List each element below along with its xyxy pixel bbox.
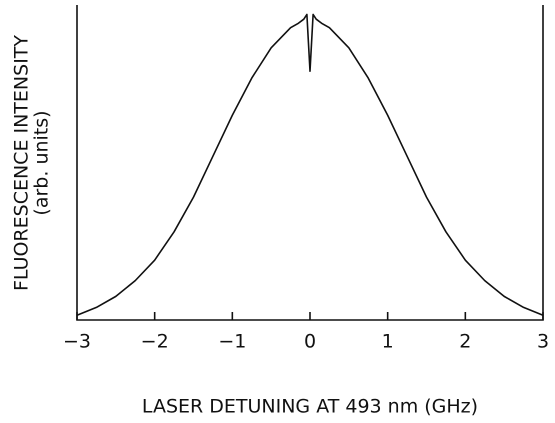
x-tick-label: 1 xyxy=(382,331,394,353)
x-tick-label: −3 xyxy=(63,331,91,353)
line xyxy=(76,13,544,317)
x-axis-label: LASER DETUNING AT 493 nm (GHz) xyxy=(142,396,478,418)
x-tick-label: 0 xyxy=(304,331,316,353)
x-tick-label: 3 xyxy=(537,331,549,353)
x-tick-label: −1 xyxy=(218,331,246,353)
y-axis-label: FLUORESCENCE INTENSITY (arb. units) xyxy=(11,35,53,291)
x-tick-label: −2 xyxy=(141,331,169,353)
y-axis-label-line: FLUORESCENCE INTENSITY xyxy=(11,35,33,291)
axis-frame xyxy=(76,5,544,321)
y-axis-label-line: (arb. units) xyxy=(31,110,53,215)
x-tick-label: 2 xyxy=(459,331,471,353)
